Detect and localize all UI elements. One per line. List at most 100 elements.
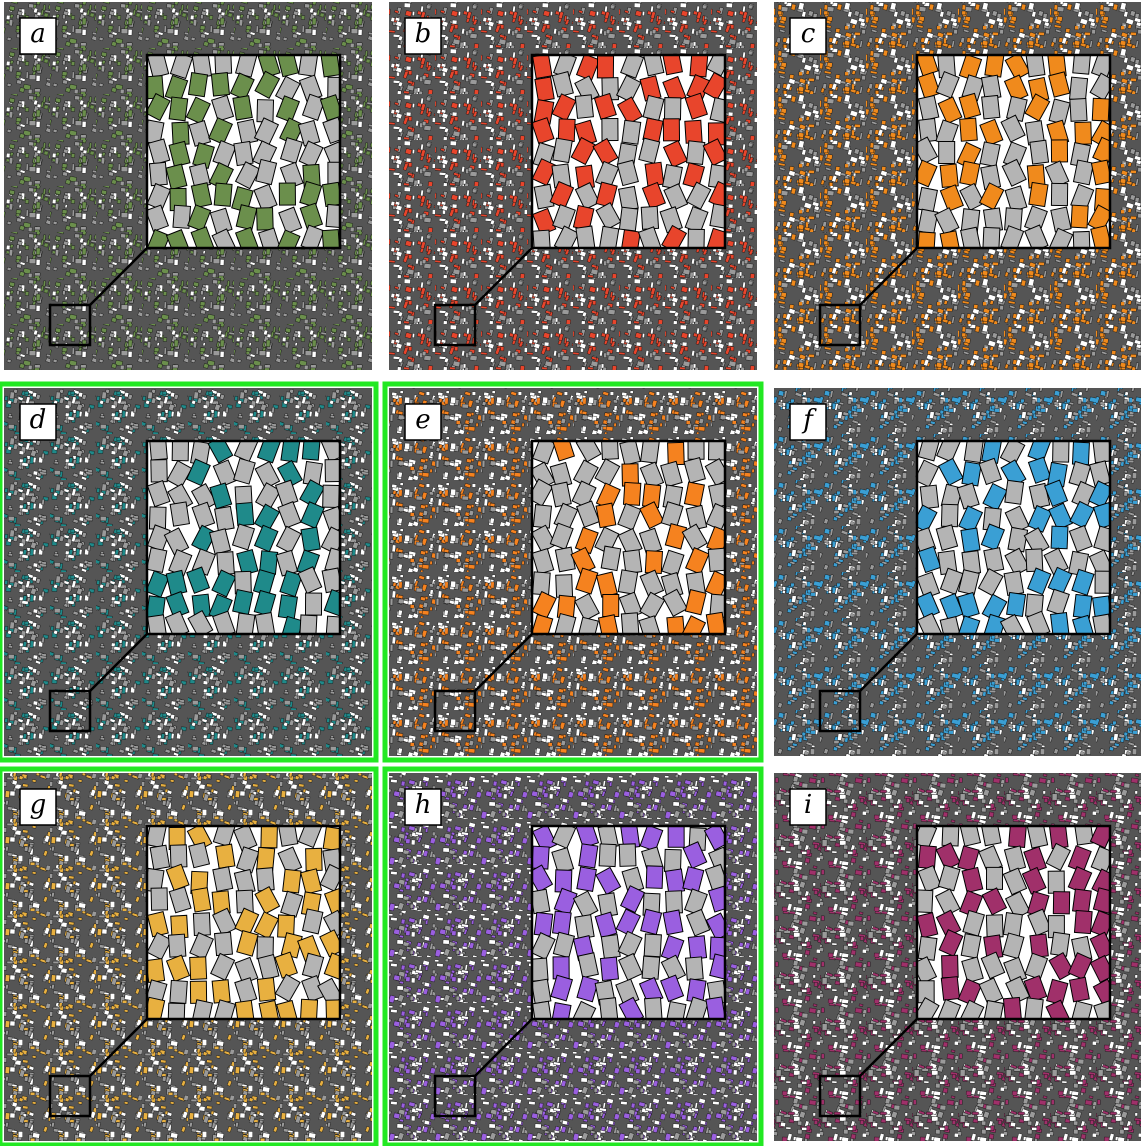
particle [274,973,301,1003]
particle [960,527,981,553]
panel-label: c [801,19,816,49]
particle [575,225,596,248]
particle [191,501,216,529]
particle [598,997,619,1019]
particle [553,225,580,248]
particle [618,843,637,867]
particle [982,226,1001,248]
particle [684,119,703,144]
particle [147,996,166,1019]
particle [1027,456,1052,484]
particle [552,203,576,232]
particle [322,909,340,938]
particle [164,610,190,634]
zoom-region [818,303,862,347]
particle [298,55,319,77]
particle [532,117,555,145]
particle [643,997,663,1019]
particle [683,888,708,916]
particle [1074,121,1092,145]
zoom-connector [859,1018,918,1077]
particle [256,207,274,231]
particle [682,841,708,870]
particle [978,457,1003,486]
label-box [789,403,827,441]
particle [616,159,639,187]
particle [277,826,299,847]
particle [1094,570,1110,594]
particle [1050,139,1069,163]
particle [211,569,237,598]
particle [661,224,688,248]
particle [999,613,1026,634]
particle [532,503,553,529]
particle [211,94,235,122]
particle [941,954,959,979]
particle [1052,891,1071,915]
particle [282,868,302,894]
inset-particles [147,826,340,1019]
particle [685,181,712,210]
particle [253,911,280,940]
particle [1046,588,1070,616]
particle [956,591,980,619]
particle [187,204,212,232]
particle [278,182,296,206]
particle [213,931,234,957]
particle [188,841,211,869]
panel: f [774,388,1141,756]
particle [1025,548,1044,573]
particle [1024,93,1051,122]
particle [150,459,168,483]
particle [1091,97,1110,122]
particle [213,999,236,1019]
particle [680,615,707,634]
zoom-connector [859,247,918,306]
particle [599,956,620,982]
particle [211,228,237,248]
particle [574,182,601,211]
inset-frame [530,439,727,636]
particle [532,978,552,1005]
particle [985,866,1004,890]
particle [616,96,643,125]
highlight-border [0,381,379,763]
particle [983,547,1005,573]
particle [1025,55,1046,78]
particle [601,117,619,142]
particle [165,954,191,983]
particle [598,225,620,248]
particle [595,181,618,209]
particle [532,441,556,465]
particle [935,70,960,99]
particle [534,76,555,102]
particle [1068,460,1092,488]
particle [940,503,959,528]
label-box [404,17,442,55]
particle [936,998,962,1019]
particle [1069,500,1095,529]
particle [917,935,938,961]
label-box [19,403,57,441]
particle [660,954,687,983]
particle [689,55,709,78]
particle [937,457,964,487]
highlight-border [0,766,379,1146]
particle [641,181,667,210]
particle [935,524,959,551]
particle [532,1000,553,1019]
particle [212,459,238,488]
particle [681,523,708,552]
particle [956,615,981,634]
particle [661,55,684,76]
particle [301,441,321,461]
particle [639,826,664,852]
particle [959,117,978,142]
particle [617,569,639,595]
particle [709,953,725,980]
particle [186,458,211,487]
particle [574,592,600,622]
panel-label: b [415,19,432,49]
particle [236,929,259,957]
